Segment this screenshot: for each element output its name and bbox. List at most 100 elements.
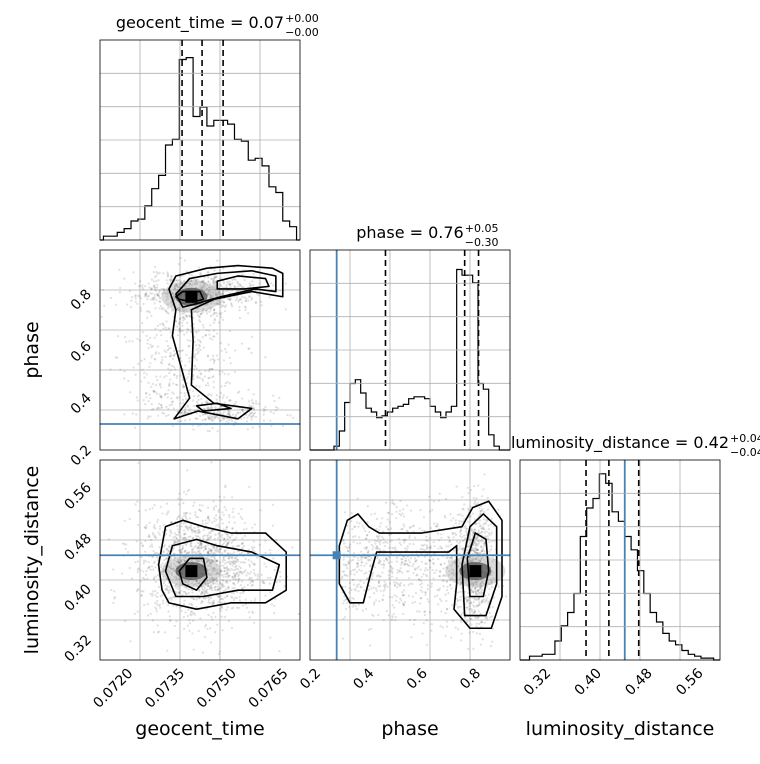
sample-point: [179, 535, 182, 538]
sample-point: [153, 536, 156, 539]
sample-point: [245, 413, 248, 417]
sample-point: [359, 585, 362, 588]
sample-point: [162, 288, 165, 291]
sample-point: [477, 529, 480, 532]
sample-point: [404, 559, 407, 562]
sample-point: [129, 640, 132, 643]
sample-point: [207, 584, 210, 588]
sample-point: [152, 549, 155, 553]
sample-point: [396, 568, 399, 572]
sample-point: [180, 517, 183, 520]
sample-point: [194, 330, 197, 333]
sample-point: [283, 585, 286, 588]
sample-point: [469, 505, 472, 508]
sample-point: [492, 525, 495, 528]
sample-point: [470, 610, 474, 613]
sample-point: [185, 525, 188, 528]
sample-point: [227, 282, 230, 285]
sample-point: [165, 310, 168, 313]
sample-point: [235, 567, 238, 570]
sample-point: [404, 600, 407, 604]
sample-point: [215, 394, 219, 397]
sample-point: [230, 567, 233, 571]
sample-point: [455, 540, 459, 543]
sample-point: [163, 580, 166, 583]
sample-point: [371, 571, 375, 575]
sample-point: [179, 589, 182, 593]
sample-point: [195, 559, 198, 562]
sample-point: [208, 519, 211, 522]
sample-point: [377, 574, 380, 577]
sample-point: [162, 577, 165, 580]
sample-point: [471, 583, 475, 586]
sample-point: [471, 559, 475, 562]
sample-point: [188, 527, 191, 530]
sample-point: [166, 570, 169, 573]
sample-point: [232, 577, 235, 580]
sample-point: [229, 362, 232, 365]
sample-point: [389, 570, 392, 573]
sample-point: [141, 544, 144, 547]
sample-point: [425, 619, 428, 622]
sample-point: [477, 604, 480, 607]
sample-point: [172, 294, 175, 298]
sample-point: [190, 542, 193, 545]
sample-point: [202, 545, 206, 549]
sample-point: [193, 526, 196, 530]
sample-point: [200, 599, 204, 602]
sample-point: [248, 576, 251, 579]
sample-point: [414, 600, 417, 604]
sample-point: [151, 556, 154, 559]
sample-point: [428, 559, 431, 562]
sample-point: [215, 314, 219, 317]
sample-point: [229, 399, 232, 402]
sample-point: [143, 525, 146, 529]
sample-point: [360, 564, 363, 567]
sample-point: [215, 572, 219, 575]
sample-point: [479, 559, 482, 562]
sample-point: [139, 580, 142, 583]
sample-point: [212, 611, 215, 615]
sample-point: [174, 287, 177, 290]
sample-point: [402, 603, 405, 606]
sample-point: [220, 316, 223, 319]
sample-point: [384, 585, 387, 589]
sample-point: [185, 285, 189, 288]
sample-point: [227, 373, 230, 376]
sample-point: [223, 505, 226, 509]
sample-point: [465, 600, 468, 604]
sample-point: [157, 604, 160, 607]
sample-point: [229, 297, 232, 300]
sample-point: [366, 551, 370, 554]
sample-point: [138, 295, 141, 298]
sample-point: [488, 587, 491, 590]
sample-point: [457, 628, 460, 631]
sample-point: [230, 607, 233, 610]
sample-point: [154, 601, 157, 605]
sample-point: [201, 402, 204, 405]
sample-point: [152, 568, 155, 571]
sample-point: [154, 566, 157, 569]
sample-point: [368, 584, 371, 588]
sample-point: [158, 525, 162, 528]
sample-point: [473, 611, 476, 614]
sample-point: [238, 299, 241, 302]
sample-point: [382, 566, 385, 569]
hist-geocent: geocent_time = 0.07 +0.00−0.00: [100, 12, 319, 241]
sample-point: [122, 542, 125, 545]
sample-point: [479, 512, 482, 516]
sample-point: [196, 559, 200, 562]
sample-point: [216, 588, 219, 591]
sample-point: [153, 302, 156, 305]
sample-point: [439, 570, 442, 573]
sample-point: [242, 286, 245, 289]
sample-point: [182, 537, 185, 540]
sample-point: [445, 625, 449, 628]
sample-point: [228, 382, 232, 385]
sample-point: [239, 515, 242, 518]
sample-point: [218, 298, 221, 301]
sample-point: [150, 543, 153, 546]
sample-point: [472, 596, 475, 600]
sample-point: [168, 544, 171, 548]
sample-point: [147, 294, 150, 298]
